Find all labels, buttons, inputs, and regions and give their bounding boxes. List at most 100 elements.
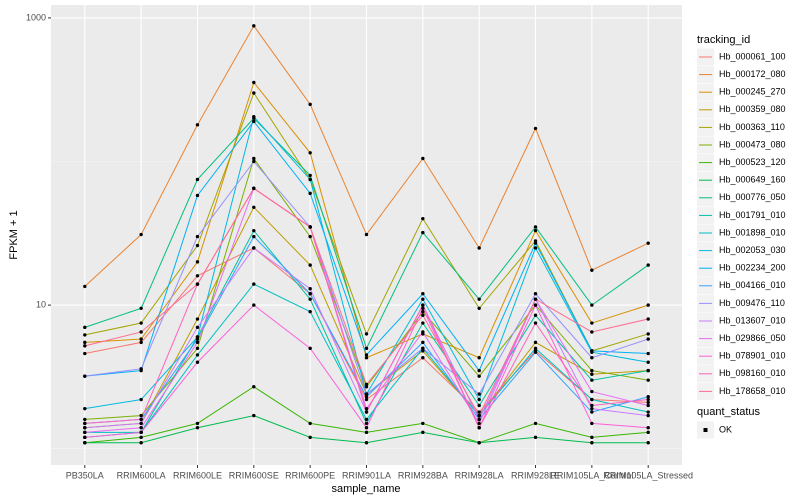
x-tick-label: RRIM928BA xyxy=(398,470,448,480)
data-point xyxy=(139,441,143,445)
data-point xyxy=(139,417,143,422)
data-point xyxy=(646,400,650,405)
data-point xyxy=(533,297,538,301)
data-point xyxy=(364,392,369,396)
data-point xyxy=(590,268,594,272)
data-point xyxy=(139,426,143,430)
data-point xyxy=(477,417,481,422)
data-point xyxy=(590,303,594,307)
data-point xyxy=(364,430,369,435)
data-point xyxy=(421,156,425,161)
data-point xyxy=(533,313,538,317)
data-point xyxy=(139,421,143,426)
data-point xyxy=(421,313,425,317)
data-point xyxy=(195,337,200,341)
data-point xyxy=(421,421,425,426)
legend-label: Hb_000363_110 xyxy=(719,122,785,132)
x-tick-label: RRIM105LA_Stressed xyxy=(603,470,693,480)
data-point xyxy=(646,317,650,321)
data-point xyxy=(308,435,312,440)
data-point xyxy=(590,389,594,394)
x-tick-label: RRIM928LE xyxy=(511,470,560,480)
data-point xyxy=(533,228,538,233)
data-point xyxy=(646,368,650,373)
data-point xyxy=(477,441,481,445)
data-point xyxy=(421,356,425,360)
data-point xyxy=(590,435,594,440)
data-point xyxy=(195,234,200,239)
data-point xyxy=(308,234,312,239)
data-point xyxy=(477,306,481,311)
x-tick-label: RRIM928LA xyxy=(455,470,504,480)
data-point xyxy=(83,344,87,348)
data-point xyxy=(533,225,538,229)
data-point xyxy=(477,413,481,418)
data-point xyxy=(533,303,538,307)
data-point xyxy=(252,156,256,161)
data-point xyxy=(139,340,143,345)
data-point xyxy=(83,284,87,289)
data-point xyxy=(308,346,312,351)
data-point xyxy=(83,325,87,330)
data-point xyxy=(83,421,87,426)
legend-label: Hb_000776_050 xyxy=(719,192,786,202)
legend-label: Hb_000172_080 xyxy=(719,69,786,79)
data-point xyxy=(421,430,425,435)
data-point xyxy=(477,368,481,373)
data-point xyxy=(308,225,312,229)
data-point xyxy=(195,193,200,198)
data-point xyxy=(533,126,538,131)
x-tick-label: PB350LA xyxy=(66,470,104,480)
data-point xyxy=(195,353,200,357)
data-point xyxy=(139,397,143,402)
data-point xyxy=(646,351,650,356)
data-point xyxy=(477,421,481,426)
data-point xyxy=(252,159,256,164)
data-point xyxy=(421,321,425,325)
data-point xyxy=(308,309,312,314)
data-point xyxy=(646,413,650,418)
data-point xyxy=(252,413,256,418)
x-tick-label: RRIM600PE xyxy=(285,470,335,480)
y-tick-label: 1000 xyxy=(26,12,46,22)
data-point xyxy=(590,372,594,376)
data-point xyxy=(364,417,369,422)
data-point xyxy=(195,421,200,426)
data-point xyxy=(83,417,87,422)
data-point xyxy=(252,186,256,191)
data-point xyxy=(590,410,594,414)
legend-label: Hb_004166_010 xyxy=(719,280,786,290)
data-point xyxy=(252,115,256,119)
data-point xyxy=(195,243,200,248)
data-point xyxy=(421,292,425,296)
legend-label: Hb_000061_100 xyxy=(719,51,786,61)
data-point xyxy=(83,441,87,445)
data-point xyxy=(590,368,594,373)
data-point xyxy=(139,330,143,334)
data-point xyxy=(139,306,143,311)
data-point xyxy=(252,91,256,95)
data-point xyxy=(421,309,425,314)
data-point xyxy=(533,346,538,351)
data-point xyxy=(195,177,200,182)
data-point xyxy=(364,353,369,357)
data-point xyxy=(646,378,650,382)
data-point xyxy=(139,413,143,418)
data-point xyxy=(646,360,650,364)
data-point xyxy=(195,123,200,127)
legend-title: tracking_id xyxy=(697,34,750,46)
data-point xyxy=(252,303,256,307)
data-point xyxy=(533,246,538,250)
legend-title: quant_status xyxy=(697,406,760,418)
data-point xyxy=(195,426,200,430)
data-point xyxy=(308,421,312,426)
data-point xyxy=(646,303,650,307)
data-point xyxy=(364,332,369,336)
data-point xyxy=(477,374,481,378)
data-point xyxy=(646,426,650,430)
data-point xyxy=(139,435,143,440)
x-tick-label: RRIM600LA xyxy=(117,470,166,480)
data-point xyxy=(646,430,650,435)
data-point xyxy=(477,403,481,408)
data-point xyxy=(421,349,425,353)
